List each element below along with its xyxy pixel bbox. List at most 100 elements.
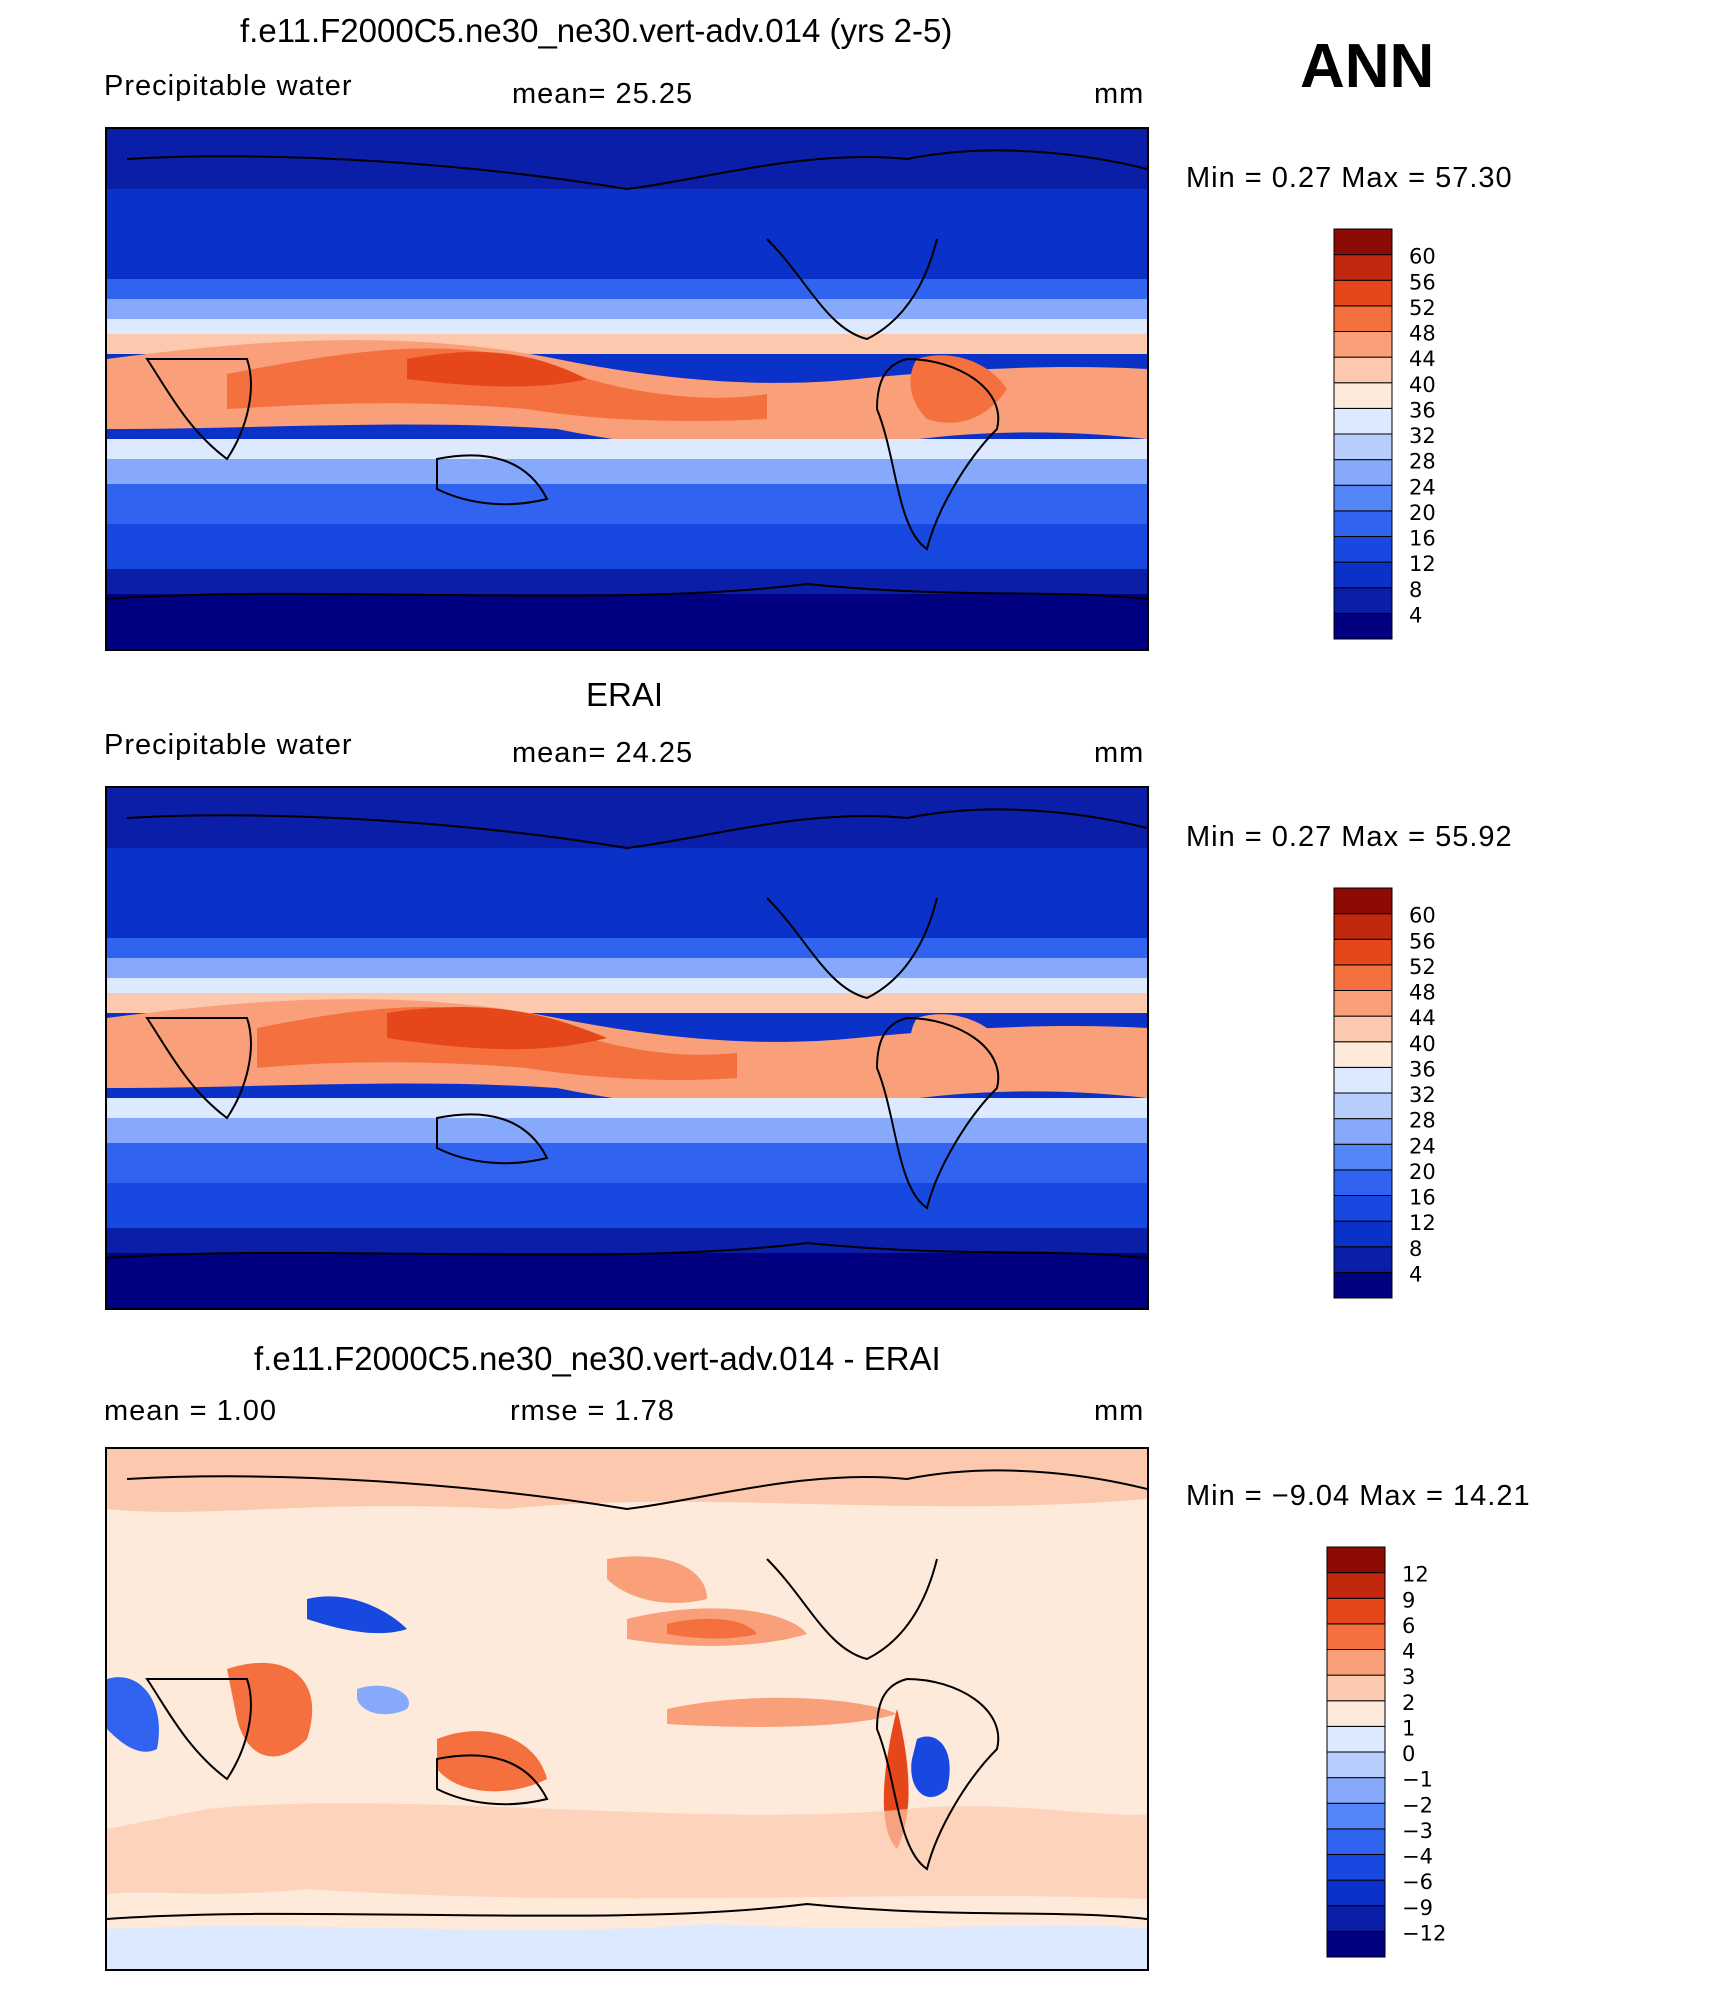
colorbar-swatch bbox=[1333, 1220, 1393, 1248]
colorbar-tick-label: 56 bbox=[1409, 270, 1436, 294]
colorbar-tick-label: 60 bbox=[1409, 904, 1436, 928]
colorbar-tick-label: 52 bbox=[1409, 296, 1436, 320]
colorbar-tick-label: 44 bbox=[1409, 347, 1436, 371]
colorbar-tick-label: 16 bbox=[1409, 527, 1436, 551]
colorbar-swatch bbox=[1333, 356, 1393, 384]
colorbar-swatch bbox=[1326, 1597, 1386, 1625]
panel-1-units: mm bbox=[1094, 78, 1145, 110]
colorbar-tick-label: 24 bbox=[1409, 475, 1436, 499]
panel-3-units: mm bbox=[1094, 1395, 1145, 1427]
colorbar-tick-label: 40 bbox=[1409, 1032, 1436, 1056]
colorbar-tick-label: 28 bbox=[1409, 1109, 1436, 1133]
colorbar-swatch bbox=[1333, 1169, 1393, 1196]
colorbar-swatch bbox=[1333, 1015, 1393, 1043]
colorbar-swatch bbox=[1326, 1623, 1386, 1650]
colorbar-tick-label: 32 bbox=[1409, 1083, 1436, 1107]
colorbar-tick-label: 8 bbox=[1409, 578, 1422, 602]
colorbar-tick-label: −1 bbox=[1402, 1768, 1433, 1792]
colorbar-swatch bbox=[1333, 1066, 1393, 1094]
panel-2-minmax: Min = 0.27 Max = 55.92 bbox=[1186, 821, 1513, 853]
colorbar-tick-label: −12 bbox=[1402, 1921, 1446, 1945]
panel-3-map-plot bbox=[107, 1449, 1147, 1969]
colorbar-tick-label: 60 bbox=[1409, 245, 1436, 269]
colorbar-swatch bbox=[1333, 1118, 1393, 1145]
panel-2-map bbox=[105, 786, 1149, 1310]
colorbar-swatch bbox=[1326, 1751, 1386, 1779]
colorbar-tick-label: 4 bbox=[1409, 603, 1422, 627]
colorbar-tick-label: −9 bbox=[1402, 1896, 1433, 1920]
colorbar-swatch bbox=[1333, 382, 1393, 409]
colorbar-tick-label: 20 bbox=[1409, 501, 1436, 525]
colorbar-swatch bbox=[1333, 612, 1393, 640]
colorbar-swatch bbox=[1326, 1700, 1386, 1727]
panel-2-variable-label: Precipitable water bbox=[104, 729, 353, 761]
colorbar-swatch bbox=[1333, 433, 1393, 461]
colorbar-swatch bbox=[1326, 1905, 1386, 1932]
colorbar-swatch bbox=[1333, 964, 1393, 991]
colorbar-tick-label: 28 bbox=[1409, 450, 1436, 474]
colorbar-tick-label: −6 bbox=[1402, 1870, 1433, 1894]
colorbar-tick-label: 32 bbox=[1409, 424, 1436, 448]
colorbar-swatch bbox=[1333, 459, 1393, 486]
colorbar-swatch bbox=[1333, 913, 1393, 940]
colorbar-tick-label: 6 bbox=[1402, 1614, 1415, 1638]
colorbar-swatch bbox=[1333, 587, 1393, 614]
panel-1-map bbox=[105, 127, 1149, 651]
colorbar-swatch bbox=[1326, 1777, 1386, 1804]
colorbar-tick-label: −4 bbox=[1402, 1845, 1433, 1869]
colorbar-tick-label: 36 bbox=[1409, 398, 1436, 422]
colorbar-swatch bbox=[1326, 1725, 1386, 1753]
panel-2-mean-label: mean= 24.25 bbox=[512, 737, 694, 769]
colorbar-swatch bbox=[1333, 536, 1393, 563]
panel-2-title: ERAI bbox=[586, 676, 664, 713]
colorbar-tick-label: 44 bbox=[1409, 1006, 1436, 1030]
panel-3-rmse-label: rmse = 1.78 bbox=[510, 1395, 675, 1427]
colorbar-tick-label: 40 bbox=[1409, 373, 1436, 397]
colorbar-tick-label: −2 bbox=[1402, 1793, 1433, 1817]
panel-1-colorbar: 4 8 12 16 20 24 28 32 36 40 44 48 52 56 60 bbox=[1333, 228, 1453, 641]
colorbar-tick-label: 4 bbox=[1409, 1262, 1422, 1286]
panel-1-map-plot bbox=[107, 129, 1147, 649]
season-label: ANN bbox=[1300, 32, 1435, 101]
colorbar-swatch bbox=[1333, 887, 1393, 915]
colorbar-tick-label: 48 bbox=[1409, 322, 1436, 346]
panel-2-colorbar: 4 8 12 16 20 24 28 32 36 40 44 48 52 56 60 bbox=[1333, 887, 1453, 1300]
colorbar-tick-label: 2 bbox=[1402, 1691, 1415, 1715]
panel-1-mean-label: mean= 25.25 bbox=[512, 78, 694, 110]
colorbar-swatch bbox=[1333, 254, 1393, 281]
colorbar-swatch bbox=[1333, 1246, 1393, 1273]
panel-1-minmax: Min = 0.27 Max = 57.30 bbox=[1186, 162, 1513, 194]
colorbar-swatch bbox=[1333, 1143, 1393, 1171]
colorbar-swatch bbox=[1333, 938, 1393, 966]
colorbar-tick-label: 56 bbox=[1409, 929, 1436, 953]
panel-3-minmax: Min = −9.04 Max = 14.21 bbox=[1186, 1480, 1531, 1512]
panel-3-title: f.e11.F2000C5.ne30_ne30.vert-adv.014 - E… bbox=[254, 1340, 941, 1377]
colorbar-swatch bbox=[1326, 1828, 1386, 1855]
panel-2-units: mm bbox=[1094, 737, 1145, 769]
colorbar-swatch bbox=[1326, 1854, 1386, 1881]
colorbar-swatch bbox=[1333, 1195, 1393, 1222]
colorbar-swatch bbox=[1326, 1930, 1386, 1958]
colorbar-swatch bbox=[1326, 1546, 1386, 1574]
colorbar-swatch bbox=[1333, 228, 1393, 256]
colorbar-swatch bbox=[1333, 990, 1393, 1017]
colorbar-tick-label: 12 bbox=[1409, 1211, 1436, 1235]
panel-3-colorbar: −12 −9 −6 −4 −3 −2 −1 0 1 2 3 4 6 9 12 bbox=[1326, 1546, 1456, 1959]
colorbar-tick-label: 3 bbox=[1402, 1665, 1415, 1689]
colorbar-tick-label: 1 bbox=[1402, 1716, 1415, 1740]
colorbar-tick-label: 8 bbox=[1409, 1237, 1422, 1261]
colorbar-tick-label: 16 bbox=[1409, 1186, 1436, 1210]
colorbar-swatch bbox=[1333, 510, 1393, 537]
colorbar-swatch bbox=[1333, 1041, 1393, 1068]
colorbar-swatch bbox=[1326, 1802, 1386, 1830]
colorbar-tick-label: 4 bbox=[1402, 1640, 1415, 1664]
colorbar-swatch bbox=[1333, 331, 1393, 358]
colorbar-swatch bbox=[1333, 561, 1393, 589]
colorbar-swatch bbox=[1326, 1674, 1386, 1702]
panel-2-map-plot bbox=[107, 788, 1147, 1308]
colorbar-swatch bbox=[1333, 484, 1393, 512]
colorbar-tick-label: 52 bbox=[1409, 955, 1436, 979]
colorbar-swatch bbox=[1333, 407, 1393, 435]
